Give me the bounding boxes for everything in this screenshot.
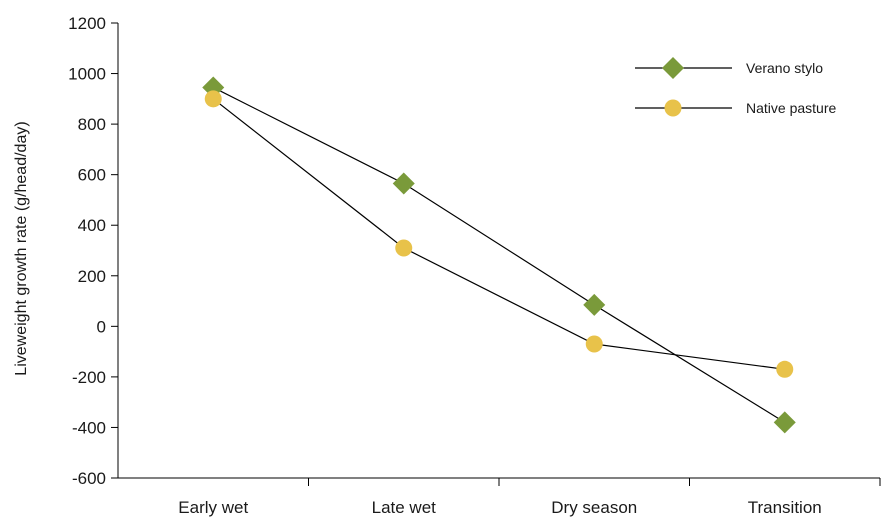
legend-item: Native pasture	[635, 99, 836, 117]
series-1	[204, 90, 794, 378]
data-point	[585, 335, 603, 353]
y-tick-label: 200	[78, 267, 106, 286]
y-tick-label: 1000	[68, 65, 106, 84]
x-tick-label: Dry season	[551, 498, 637, 517]
legend-item: Verano stylo	[635, 57, 823, 79]
series-line	[212, 86, 786, 423]
y-tick-label: 1200	[68, 14, 106, 33]
legend-marker	[662, 57, 684, 79]
legend-label: Verano stylo	[746, 60, 823, 76]
data-point	[392, 172, 415, 195]
data-point	[583, 293, 606, 316]
legend-marker	[664, 99, 682, 117]
y-tick-label: -200	[72, 368, 106, 387]
legend: Verano stylo Native pasture	[635, 57, 836, 117]
axes: Liveweight growth rate (g/head/day)	[13, 23, 880, 479]
y-tick-label: -400	[72, 418, 106, 437]
series-0	[202, 76, 796, 434]
data-point	[395, 239, 413, 257]
data-point	[776, 360, 794, 378]
y-tick-label: -600	[72, 469, 106, 488]
y-axis-title: Liveweight growth rate (g/head/day)	[13, 121, 30, 375]
y-tick-label: 400	[78, 216, 106, 235]
series	[202, 76, 796, 434]
ticks: 1200 1000 800 600 400 200 0 -200 -400 -600 Early w…	[68, 14, 881, 517]
y-tick-label: 0	[97, 317, 106, 336]
x-tick-label: Early wet	[178, 498, 248, 517]
series-line	[212, 98, 785, 370]
y-tick-label: 800	[78, 115, 106, 134]
x-tick-label: Late wet	[372, 498, 437, 517]
x-tick-label: Transition	[748, 498, 822, 517]
data-point	[204, 90, 222, 108]
data-point	[773, 411, 796, 434]
legend-label: Native pasture	[746, 100, 836, 116]
y-tick-label: 600	[78, 166, 106, 185]
